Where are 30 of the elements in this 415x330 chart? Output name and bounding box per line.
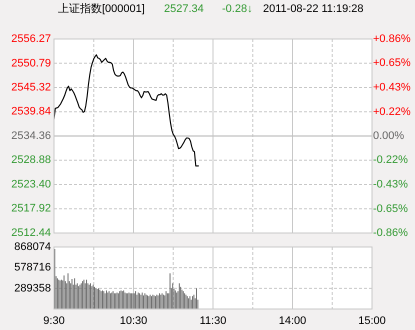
- ytick: 289358: [14, 282, 51, 294]
- ytick: 2528.88: [11, 154, 51, 166]
- y2tick: +0.86%: [373, 33, 411, 45]
- ytick: 2534.36: [11, 130, 51, 142]
- ytick: 2517.92: [11, 202, 51, 215]
- xtick: 11:30: [200, 315, 226, 327]
- y2tick: -0.65%: [373, 202, 408, 215]
- ytick: 868074: [14, 241, 51, 253]
- y2tick: 0.00%: [373, 130, 404, 142]
- ytick: 2550.79: [11, 57, 51, 70]
- xtick: 15:00: [358, 315, 386, 327]
- xtick: 9:30: [43, 315, 65, 327]
- y2tick: +0.22%: [373, 106, 411, 118]
- annotation: 2527.34: [164, 3, 204, 15]
- y2tick: -0.86%: [373, 227, 408, 239]
- ytick: 2523.40: [11, 178, 51, 190]
- ytick: 2512.44: [11, 227, 51, 239]
- ytick: 578716: [14, 262, 51, 274]
- ytick: 2545.32: [11, 81, 51, 94]
- annotation: -0.28↓: [222, 3, 253, 15]
- xtick: 10:30: [120, 315, 148, 327]
- y2tick: +0.43%: [373, 82, 411, 94]
- title: 上证指数[000001]: [58, 3, 145, 15]
- xtick: 14:00: [278, 315, 306, 327]
- ytick: 2556.27: [11, 33, 51, 45]
- ytick: 2539.84: [11, 106, 51, 118]
- annotation: 2011-08-22 11:19:28: [263, 3, 364, 15]
- y2tick: +0.65%: [373, 57, 411, 70]
- y2tick: -0.22%: [373, 154, 408, 166]
- y2tick: -0.43%: [373, 178, 408, 190]
